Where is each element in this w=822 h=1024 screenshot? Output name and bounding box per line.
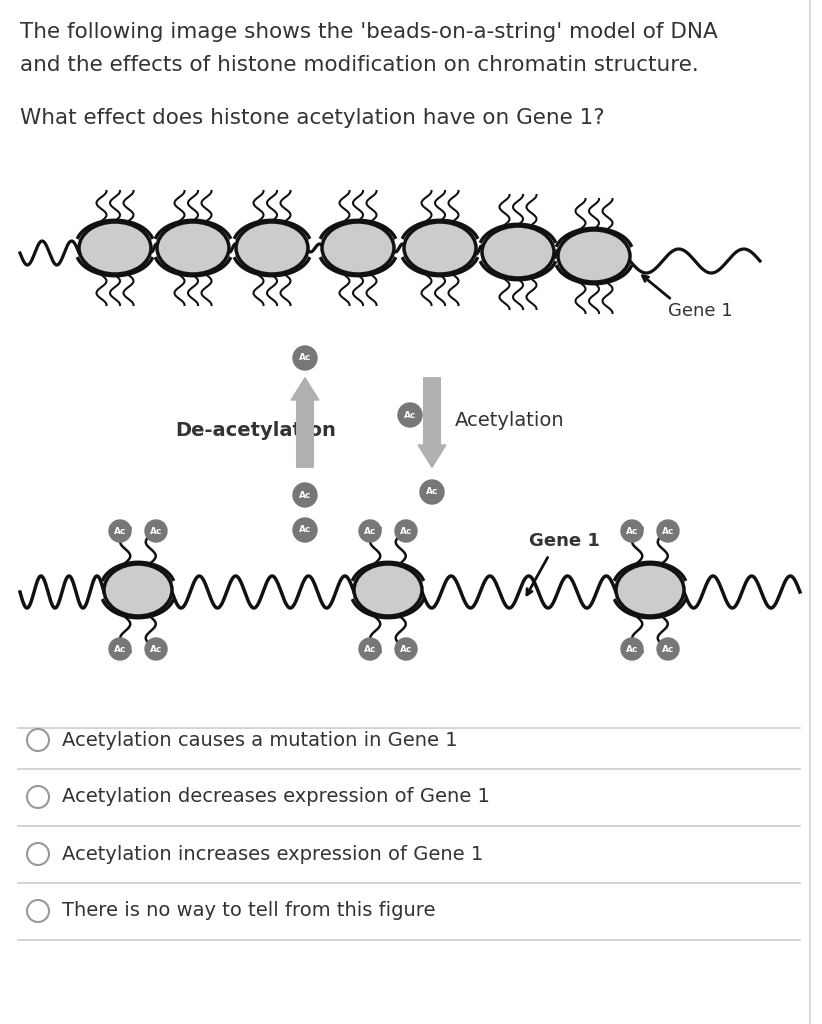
Text: Ac: Ac: [626, 644, 638, 653]
Circle shape: [621, 520, 643, 542]
Text: Acetylation: Acetylation: [455, 411, 565, 429]
Circle shape: [395, 520, 417, 542]
FancyArrowPatch shape: [418, 378, 446, 467]
Text: Ac: Ac: [426, 487, 438, 497]
Circle shape: [398, 403, 422, 427]
Text: The following image shows the 'beads-on-a-string' model of DNA: The following image shows the 'beads-on-…: [20, 22, 718, 42]
Text: Ac: Ac: [626, 526, 638, 536]
Ellipse shape: [558, 230, 630, 282]
Circle shape: [420, 480, 444, 504]
Text: Ac: Ac: [299, 353, 312, 362]
Text: Ac: Ac: [364, 526, 376, 536]
Text: Ac: Ac: [299, 525, 312, 535]
Text: Ac: Ac: [364, 644, 376, 653]
Ellipse shape: [404, 222, 476, 274]
Text: There is no way to tell from this figure: There is no way to tell from this figure: [62, 901, 436, 921]
Text: Ac: Ac: [662, 644, 674, 653]
Circle shape: [395, 638, 417, 660]
Circle shape: [359, 520, 381, 542]
Text: Ac: Ac: [404, 411, 416, 420]
Text: Ac: Ac: [662, 526, 674, 536]
Text: De-acetylation: De-acetylation: [175, 421, 336, 439]
Circle shape: [109, 638, 131, 660]
Text: Ac: Ac: [113, 644, 127, 653]
Circle shape: [293, 483, 317, 507]
Text: Gene 1: Gene 1: [668, 302, 732, 319]
Text: Ac: Ac: [150, 526, 162, 536]
Ellipse shape: [322, 222, 394, 274]
Ellipse shape: [236, 222, 308, 274]
Circle shape: [293, 346, 317, 370]
Text: Ac: Ac: [399, 644, 412, 653]
Text: Acetylation increases expression of Gene 1: Acetylation increases expression of Gene…: [62, 845, 483, 863]
Circle shape: [621, 638, 643, 660]
FancyArrowPatch shape: [291, 378, 319, 467]
Text: Acetylation decreases expression of Gene 1: Acetylation decreases expression of Gene…: [62, 787, 490, 807]
Ellipse shape: [157, 222, 229, 274]
Ellipse shape: [482, 226, 554, 278]
Text: Ac: Ac: [399, 526, 412, 536]
Circle shape: [657, 638, 679, 660]
Text: Ac: Ac: [299, 490, 312, 500]
Ellipse shape: [79, 222, 151, 274]
Circle shape: [293, 518, 317, 542]
Text: Ac: Ac: [113, 526, 127, 536]
Text: and the effects of histone modification on chromatin structure.: and the effects of histone modification …: [20, 55, 699, 75]
Circle shape: [359, 638, 381, 660]
Ellipse shape: [616, 564, 684, 616]
Ellipse shape: [104, 564, 172, 616]
Circle shape: [657, 520, 679, 542]
Ellipse shape: [354, 564, 422, 616]
Text: What effect does histone acetylation have on Gene 1?: What effect does histone acetylation hav…: [20, 108, 605, 128]
Circle shape: [145, 520, 167, 542]
Circle shape: [145, 638, 167, 660]
Circle shape: [109, 520, 131, 542]
Text: Ac: Ac: [150, 644, 162, 653]
Text: Gene 1: Gene 1: [529, 532, 600, 550]
Text: Acetylation causes a mutation in Gene 1: Acetylation causes a mutation in Gene 1: [62, 730, 458, 750]
